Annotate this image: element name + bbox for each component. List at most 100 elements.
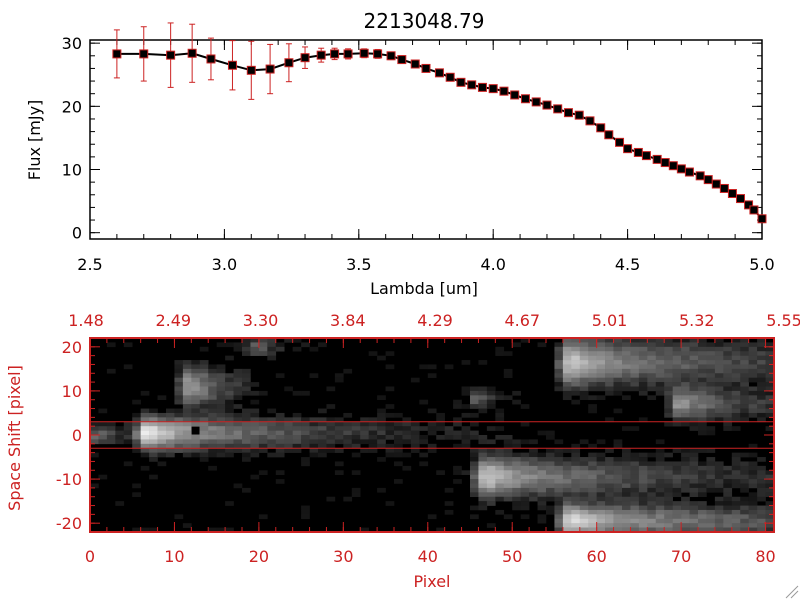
heatmap-cell [225, 439, 234, 445]
heatmap-cell [571, 479, 581, 484]
heatmap-cell [225, 390, 234, 396]
heatmap-cell [630, 351, 640, 356]
heatmap-cell [225, 399, 234, 405]
heatmap-cell [225, 435, 234, 440]
heatmap-cell [723, 368, 733, 374]
heatmap-cell [284, 443, 293, 449]
heatmap-cell [191, 404, 201, 409]
heatmap-cell [664, 377, 673, 383]
heatmap-cell [596, 373, 606, 378]
heatmap-cell [123, 439, 133, 445]
heatmap-cell [765, 390, 775, 396]
heatmap-cell [242, 448, 251, 453]
heatmap-cell [664, 386, 673, 392]
heatmap-cell [486, 483, 496, 489]
heatmap-cell [377, 412, 386, 418]
heatmap-cell [723, 408, 733, 414]
heatmap-cell [571, 470, 581, 475]
heatmap-cell [478, 360, 488, 365]
heatmap-cell [613, 439, 623, 445]
heatmap-cell [402, 426, 412, 431]
heatmap-cell [275, 439, 285, 445]
heatmap-cell [689, 342, 699, 348]
heatmap-cell [419, 399, 429, 405]
heatmap-cell [292, 417, 302, 423]
heatmap-cell [486, 426, 496, 431]
spectrum-x-tick-labels: 2.5 3.0 3.5 4.0 4.5 5.0 [77, 255, 774, 274]
heatmap-cell [90, 452, 99, 458]
heatmap-cell [267, 426, 277, 431]
heatmap-cell [723, 355, 733, 361]
heatmap-cell [478, 408, 488, 414]
heatmap-cell [664, 474, 673, 480]
heatmap-cell [664, 338, 673, 343]
heatmap-cell [250, 408, 260, 414]
heatmap-cell [579, 527, 589, 533]
heatmap-cell [292, 448, 302, 453]
heatmap-cell [698, 492, 707, 498]
data-point [316, 50, 326, 60]
heatmap-cell [579, 390, 589, 396]
heatmap-cell [740, 360, 749, 365]
heatmap-cell [326, 404, 336, 409]
heatmap-cell [605, 483, 614, 489]
heatmap-cell [258, 390, 268, 396]
resize-grip-icon[interactable] [785, 585, 799, 599]
heatmap-cell [740, 487, 749, 493]
spectrum-image-plot: 1.48 2.49 3.30 3.84 4.29 4.67 5.01 5.32 5.55 201… [5, 311, 800, 591]
heatmap-cell [258, 448, 268, 453]
heatmap-cell [208, 421, 217, 427]
heatmap-cell [410, 426, 420, 431]
heatmap-cell [233, 368, 243, 374]
heatmap-cell [757, 527, 766, 533]
heatmap-cell [360, 439, 369, 445]
heatmap-cell [208, 364, 217, 370]
data-point [300, 53, 310, 63]
heatmap-cell [486, 399, 496, 405]
heatmap-cell [613, 470, 623, 475]
heatmap-cell [638, 470, 648, 475]
heatmap-cell [714, 417, 724, 423]
heatmap-cell [562, 487, 572, 493]
heatmap-cell [740, 351, 749, 356]
heatmap-cell [723, 492, 733, 498]
heatmap-cell [655, 360, 665, 365]
heatmap-cell [216, 390, 226, 396]
heatmap-cell [419, 426, 429, 431]
heatmap-cell [132, 527, 141, 533]
heatmap-cell [242, 417, 251, 423]
heatmap-cell [613, 509, 623, 515]
heatmap-cell [166, 426, 175, 431]
heatmap-cell [596, 505, 606, 511]
heatmap-cell [98, 435, 108, 440]
heatmap-cell [706, 457, 716, 462]
heatmap-cell [723, 346, 733, 352]
heatmap-cell [216, 399, 226, 405]
heatmap-cell [647, 465, 657, 471]
heatmap-cell [664, 364, 673, 370]
heatmap-cell [199, 417, 209, 423]
heatmap-cell [765, 386, 775, 392]
heatmap-cell [174, 368, 184, 374]
heatmap-cell [757, 351, 766, 356]
heatmap-cell [605, 457, 614, 462]
heatmap-cell [731, 417, 741, 423]
heatmap-cell [351, 439, 361, 445]
heatmap-cell [596, 465, 606, 471]
heatmap-cell [554, 457, 564, 462]
heatmap-cell [588, 501, 597, 506]
heatmap-cell [554, 501, 564, 506]
data-point [703, 175, 713, 185]
heatmap-cell [571, 501, 581, 506]
heatmap-cell [318, 448, 327, 453]
heatmap-cell [757, 487, 766, 493]
heatmap-cell [470, 457, 479, 462]
data-point [553, 104, 563, 114]
heatmap-cell [478, 390, 488, 396]
heatmap-cell [698, 518, 707, 524]
heatmap-cell [731, 483, 741, 489]
heatmap-cell [166, 439, 175, 445]
heatmap-cell [368, 439, 378, 445]
heatmap-cell [714, 360, 724, 365]
